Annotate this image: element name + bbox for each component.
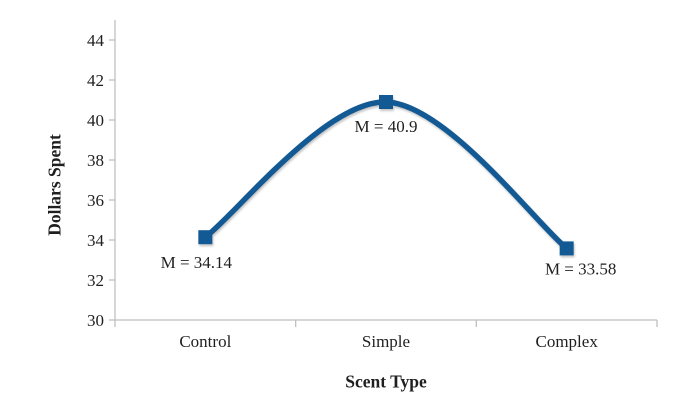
data-point-marker <box>379 95 393 109</box>
y-tick-label: 40 <box>87 111 104 130</box>
x-category-label: Complex <box>535 332 598 351</box>
data-series <box>198 95 574 256</box>
data-point-marker <box>559 241 574 256</box>
y-tick-label: 30 <box>87 311 104 330</box>
y-tick-label: 34 <box>87 231 105 250</box>
y-tick-label: 32 <box>87 271 104 290</box>
y-tick-label: 42 <box>87 71 104 90</box>
point-value-label: M = 33.58 <box>545 259 616 278</box>
data-point-marker <box>198 230 213 245</box>
y-tick-label: 36 <box>87 191 104 210</box>
y-tick-label: 38 <box>87 151 104 170</box>
x-axis-title: Scent Type <box>345 371 427 392</box>
y-tick-label: 44 <box>87 31 105 50</box>
x-category-label: Simple <box>362 332 410 351</box>
y-axis-title: Dollars Spent <box>44 134 65 236</box>
point-value-label: M = 40.9 <box>355 117 418 136</box>
x-category-label: Control <box>179 332 231 351</box>
point-value-label: M = 34.14 <box>161 253 233 272</box>
